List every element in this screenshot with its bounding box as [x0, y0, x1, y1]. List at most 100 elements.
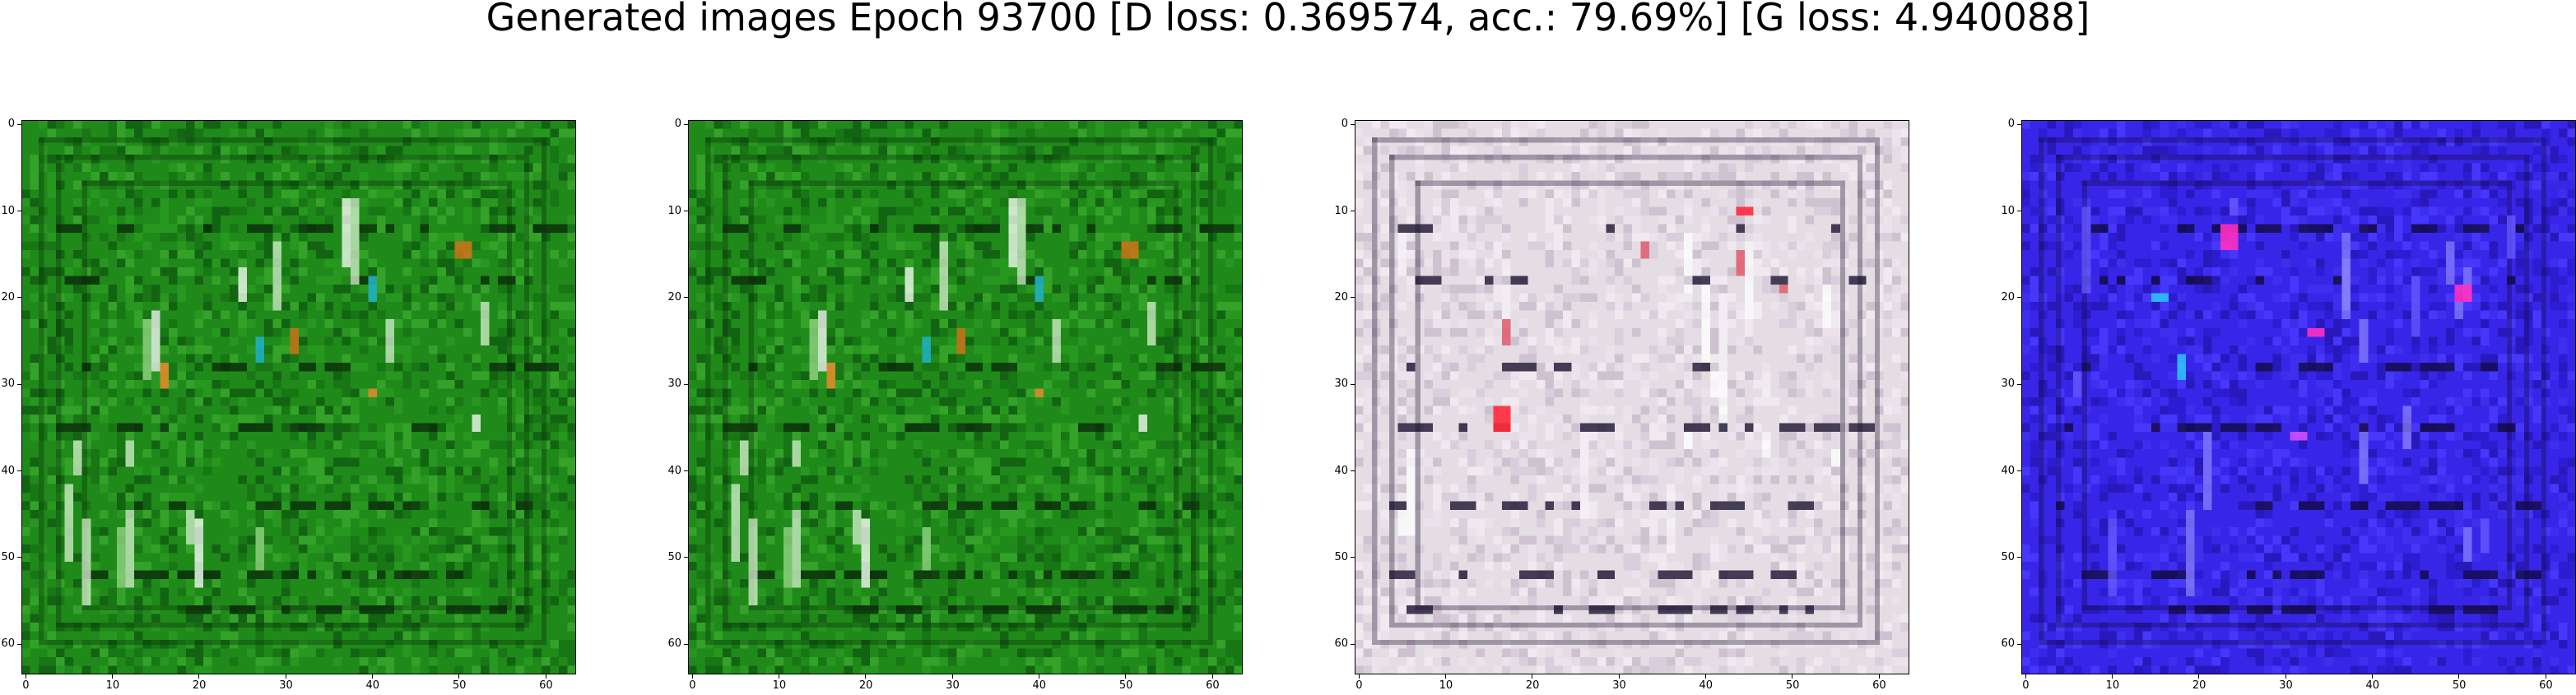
y-tick-label: 20 — [1, 290, 15, 303]
y-tick-mark — [1351, 643, 1355, 645]
x-tick-label: 10 — [772, 679, 787, 692]
x-tick-label: 40 — [1032, 679, 1047, 692]
x-tick-label: 30 — [279, 679, 293, 692]
y-tick-label: 40 — [2001, 464, 2015, 477]
y-tick-label: 30 — [2001, 378, 2015, 391]
x-tick-mark — [458, 674, 460, 679]
y-tick-mark — [1351, 123, 1355, 125]
x-tick-label: 0 — [2022, 679, 2030, 692]
x-tick-label: 60 — [1872, 679, 1886, 692]
x-tick-label: 40 — [1699, 679, 1713, 692]
image-panel-2: 0 10 20 30 40 50 60 0 10 20 30 40 50 60 — [667, 118, 1243, 692]
y-tick-label: 0 — [7, 118, 15, 131]
x-tick-label: 30 — [946, 679, 960, 692]
y-tick-mark — [2017, 470, 2021, 472]
y-tick-mark — [2017, 557, 2021, 558]
y-tick-label: 30 — [667, 378, 681, 391]
y-tick-label: 20 — [667, 290, 681, 303]
generated-image-4 — [2021, 120, 2576, 674]
y-tick-label: 60 — [667, 637, 681, 651]
x-tick-label: 0 — [1355, 679, 1363, 692]
generated-image-2 — [688, 120, 1243, 674]
x-tick-mark — [865, 674, 867, 679]
x-tick-label: 20 — [858, 679, 873, 692]
image-panel-1: 0 10 20 30 40 50 60 0 10 20 30 40 50 60 — [1, 118, 576, 692]
x-tick-mark — [691, 674, 693, 679]
x-tick-mark — [198, 674, 200, 679]
x-tick-label: 40 — [365, 679, 380, 692]
y-tick-mark — [2017, 297, 2021, 299]
x-tick-label: 50 — [1118, 679, 1133, 692]
y-tick-label: 50 — [667, 550, 681, 563]
y-tick-label: 10 — [667, 204, 681, 217]
y-tick-label: 50 — [1334, 550, 1348, 563]
x-tick-label: 20 — [1525, 679, 1540, 692]
x-tick-label: 60 — [1206, 679, 1220, 692]
y-tick-mark — [684, 470, 688, 472]
x-tick-label: 60 — [539, 679, 553, 692]
x-tick-mark — [1445, 674, 1447, 679]
x-tick-mark — [1211, 674, 1213, 679]
x-tick-mark — [1618, 674, 1620, 679]
y-tick-label: 50 — [1, 550, 15, 563]
x-tick-label: 50 — [1785, 679, 1800, 692]
x-tick-label: 30 — [1612, 679, 1626, 692]
y-tick-mark — [1351, 297, 1355, 299]
x-tick-mark — [1705, 674, 1707, 679]
x-tick-mark — [112, 674, 114, 679]
y-tick-mark — [2017, 383, 2021, 385]
y-tick-mark — [17, 383, 21, 385]
y-tick-label: 60 — [1, 637, 15, 651]
x-tick-mark — [1792, 674, 1793, 679]
x-tick-label: 20 — [192, 679, 207, 692]
x-tick-label: 40 — [2365, 679, 2380, 692]
x-tick-label: 10 — [105, 679, 120, 692]
y-tick-mark — [2017, 123, 2021, 125]
y-tick-label: 40 — [1, 464, 15, 477]
y-tick-label: 40 — [1334, 464, 1348, 477]
y-tick-mark — [17, 123, 21, 125]
x-tick-mark — [1358, 674, 1360, 679]
y-tick-mark — [17, 557, 21, 558]
generated-image-3 — [1355, 120, 1909, 674]
x-tick-mark — [1125, 674, 1127, 679]
x-tick-mark — [2285, 674, 2286, 679]
y-tick-mark — [2017, 643, 2021, 645]
y-tick-label: 0 — [674, 118, 681, 131]
x-tick-label: 10 — [1439, 679, 1453, 692]
y-tick-mark — [684, 643, 688, 645]
y-tick-mark — [1351, 383, 1355, 385]
x-tick-label: 20 — [2192, 679, 2206, 692]
y-tick-label: 60 — [1334, 637, 1348, 651]
x-tick-mark — [2112, 674, 2113, 679]
figure-title: Generated images Epoch 93700 [D loss: 0.… — [486, 0, 2090, 39]
x-tick-label: 0 — [689, 679, 696, 692]
x-tick-label: 50 — [2452, 679, 2467, 692]
y-tick-mark — [1351, 470, 1355, 472]
x-tick-label: 0 — [22, 679, 30, 692]
y-tick-label: 10 — [1334, 204, 1348, 217]
y-tick-label: 0 — [1341, 118, 1348, 131]
y-tick-label: 50 — [2001, 550, 2015, 563]
generated-image-1 — [21, 120, 576, 674]
y-tick-label: 30 — [1334, 378, 1348, 391]
x-tick-label: 50 — [452, 679, 467, 692]
x-tick-mark — [2372, 674, 2374, 679]
x-tick-mark — [1878, 674, 1880, 679]
x-tick-mark — [2198, 674, 2200, 679]
x-tick-mark — [372, 674, 374, 679]
y-tick-label: 10 — [2001, 204, 2015, 217]
y-tick-mark — [684, 123, 688, 125]
y-tick-label: 20 — [2001, 290, 2015, 303]
y-tick-mark — [684, 383, 688, 385]
y-tick-mark — [17, 470, 21, 472]
x-tick-mark — [2025, 674, 2026, 679]
x-tick-mark — [951, 674, 953, 679]
y-tick-mark — [17, 643, 21, 645]
y-tick-mark — [684, 557, 688, 558]
y-tick-label: 30 — [1, 378, 15, 391]
y-tick-label: 20 — [1334, 290, 1348, 303]
y-tick-mark — [17, 297, 21, 299]
y-tick-label: 60 — [2001, 637, 2015, 651]
x-tick-mark — [2458, 674, 2460, 679]
